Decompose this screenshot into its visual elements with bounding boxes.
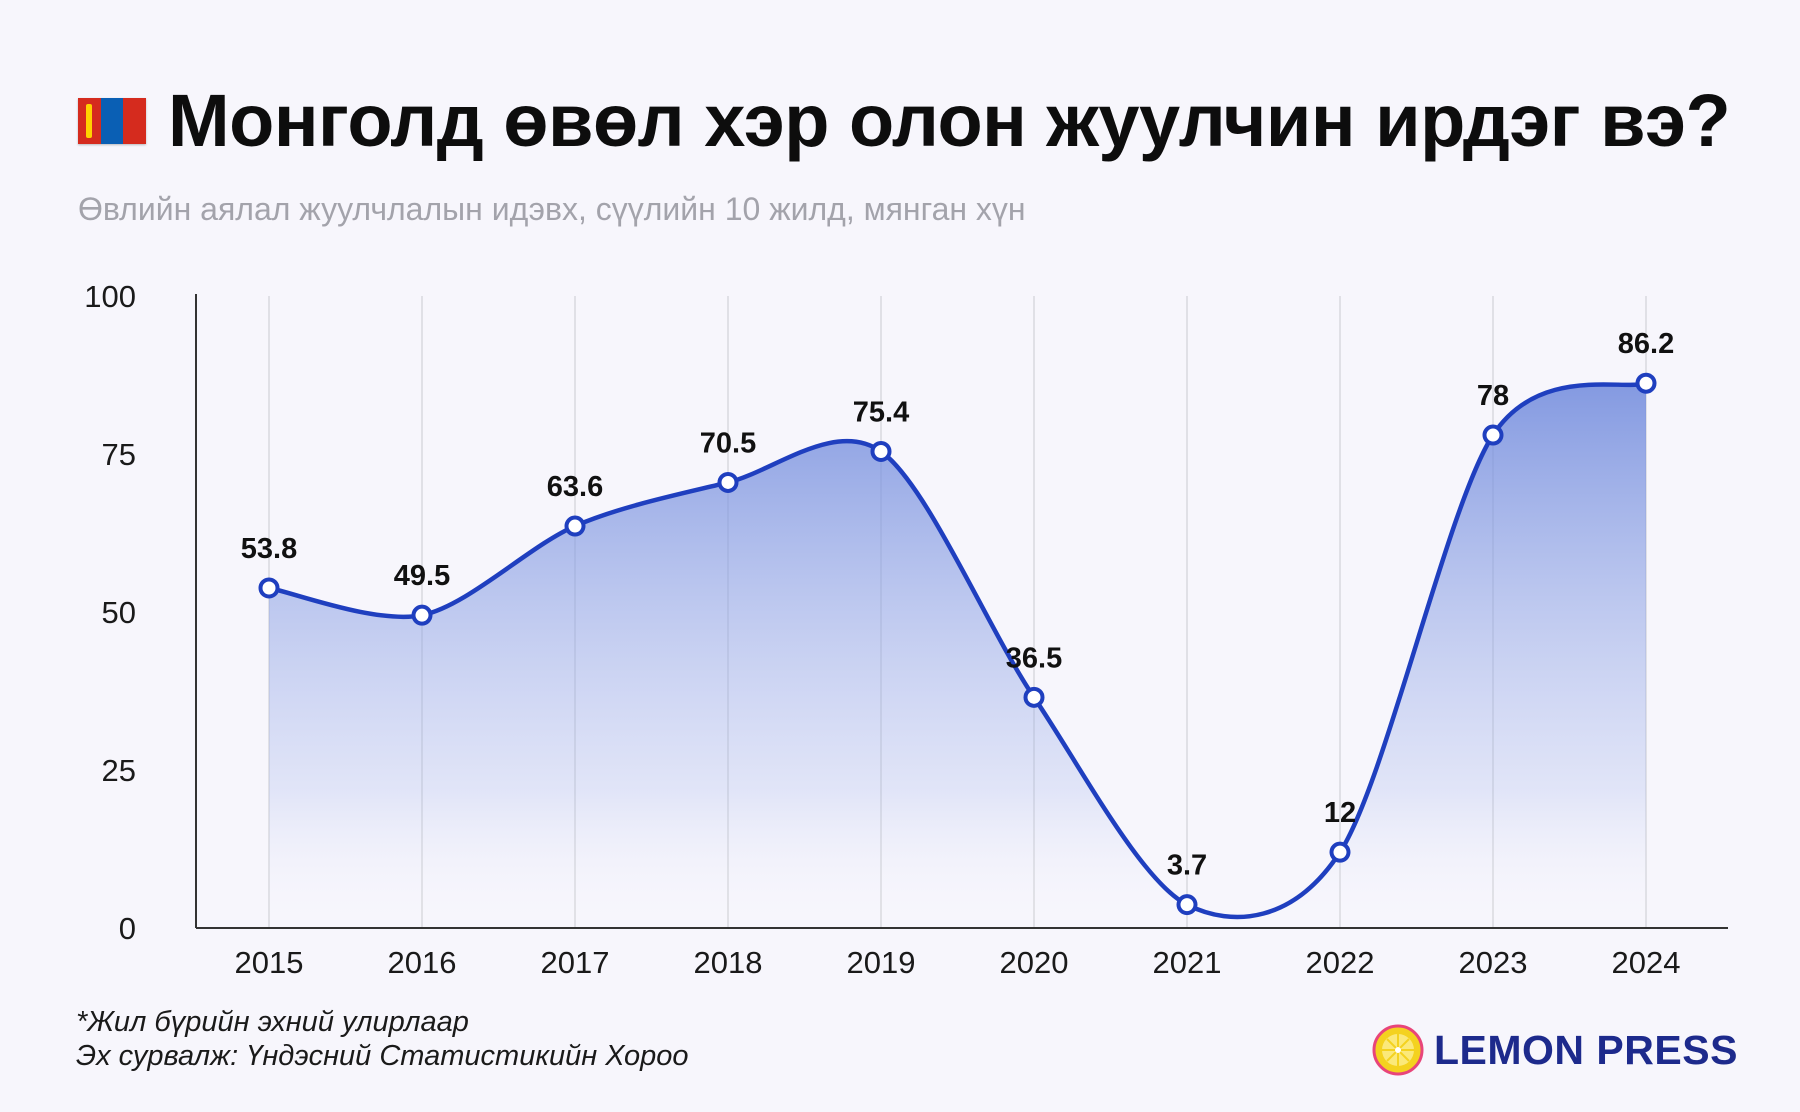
data-point xyxy=(1635,372,1657,394)
data-point xyxy=(1482,424,1504,446)
x-tick-label: 2020 xyxy=(1000,945,1069,980)
data-point xyxy=(870,440,892,462)
data-label: 3.7 xyxy=(1167,850,1207,882)
data-point xyxy=(411,604,433,626)
x-tick-label: 2024 xyxy=(1612,945,1681,980)
axes xyxy=(195,294,1728,929)
data-label: 12 xyxy=(1324,797,1356,829)
x-tick-label: 2022 xyxy=(1306,945,1375,980)
series-line xyxy=(266,380,1649,920)
data-point xyxy=(1329,841,1351,863)
data-label: 49.5 xyxy=(394,560,450,592)
data-point xyxy=(1176,894,1198,916)
brand-logo: LEMON PRESS xyxy=(1372,1024,1738,1076)
data-point xyxy=(717,471,739,493)
page-title: Монголд өвөл хэр олон жуулчин ирдэг вэ? xyxy=(78,78,1731,163)
x-tick-label: 2016 xyxy=(388,945,457,980)
data-label: 36.5 xyxy=(1006,642,1062,674)
footnote-source: Эх сурвалж: Үндэсний Статистикийн Хороо xyxy=(76,1040,689,1072)
data-label: 78 xyxy=(1477,380,1509,412)
data-label: 53.8 xyxy=(241,533,297,565)
data-point xyxy=(258,577,280,599)
data-label: 75.4 xyxy=(853,396,909,428)
data-label: 86.2 xyxy=(1618,328,1674,360)
x-tick-label: 2018 xyxy=(694,945,763,980)
mongolia-flag-icon xyxy=(78,97,147,144)
chart-subtitle: Өвлийн аялал жуулчлалын идэвх, сүүлийн 1… xyxy=(78,191,1026,227)
y-tick-label: 100 xyxy=(84,279,136,314)
area-fill xyxy=(269,383,1646,928)
y-tick-label: 25 xyxy=(102,753,136,788)
data-point xyxy=(564,515,586,537)
x-tick-label: 2021 xyxy=(1153,945,1222,980)
y-tick-label: 50 xyxy=(102,595,136,630)
y-tick-label: 75 xyxy=(102,437,136,472)
x-tick-label: 2015 xyxy=(235,945,304,980)
y-tick-label: 0 xyxy=(119,911,136,946)
footnote: *Жил бүрийн эхний улирлаар Эх сурвалж: Ү… xyxy=(76,1005,689,1073)
x-tick-label: 2023 xyxy=(1459,945,1528,980)
x-tick-label: 2019 xyxy=(847,945,916,980)
data-point xyxy=(1023,686,1045,708)
data-label: 63.6 xyxy=(547,471,603,503)
x-tick-label: 2017 xyxy=(541,945,610,980)
lemon-icon xyxy=(1372,1024,1424,1076)
data-labels: 53.8 49.5 63.6 70.5 75.4 36.5 3.7 12 78 86.2 xyxy=(241,328,1674,881)
brand-name: LEMON PRESS xyxy=(1434,1026,1738,1073)
area-series xyxy=(269,383,1646,928)
data-points xyxy=(258,372,1657,916)
x-tick-labels: 2015 2016 2017 2018 2019 2020 2021 2022 2023 2024 xyxy=(235,945,1681,980)
data-label: 70.5 xyxy=(700,427,756,459)
footnote-note: *Жил бүрийн эхний улирлаар xyxy=(76,1006,469,1038)
title-text: Монголд өвөл хэр олон жуулчин ирдэг вэ? xyxy=(168,79,1731,162)
series-path xyxy=(266,380,1649,920)
y-tick-labels: 0 25 50 75 100 xyxy=(84,279,136,946)
